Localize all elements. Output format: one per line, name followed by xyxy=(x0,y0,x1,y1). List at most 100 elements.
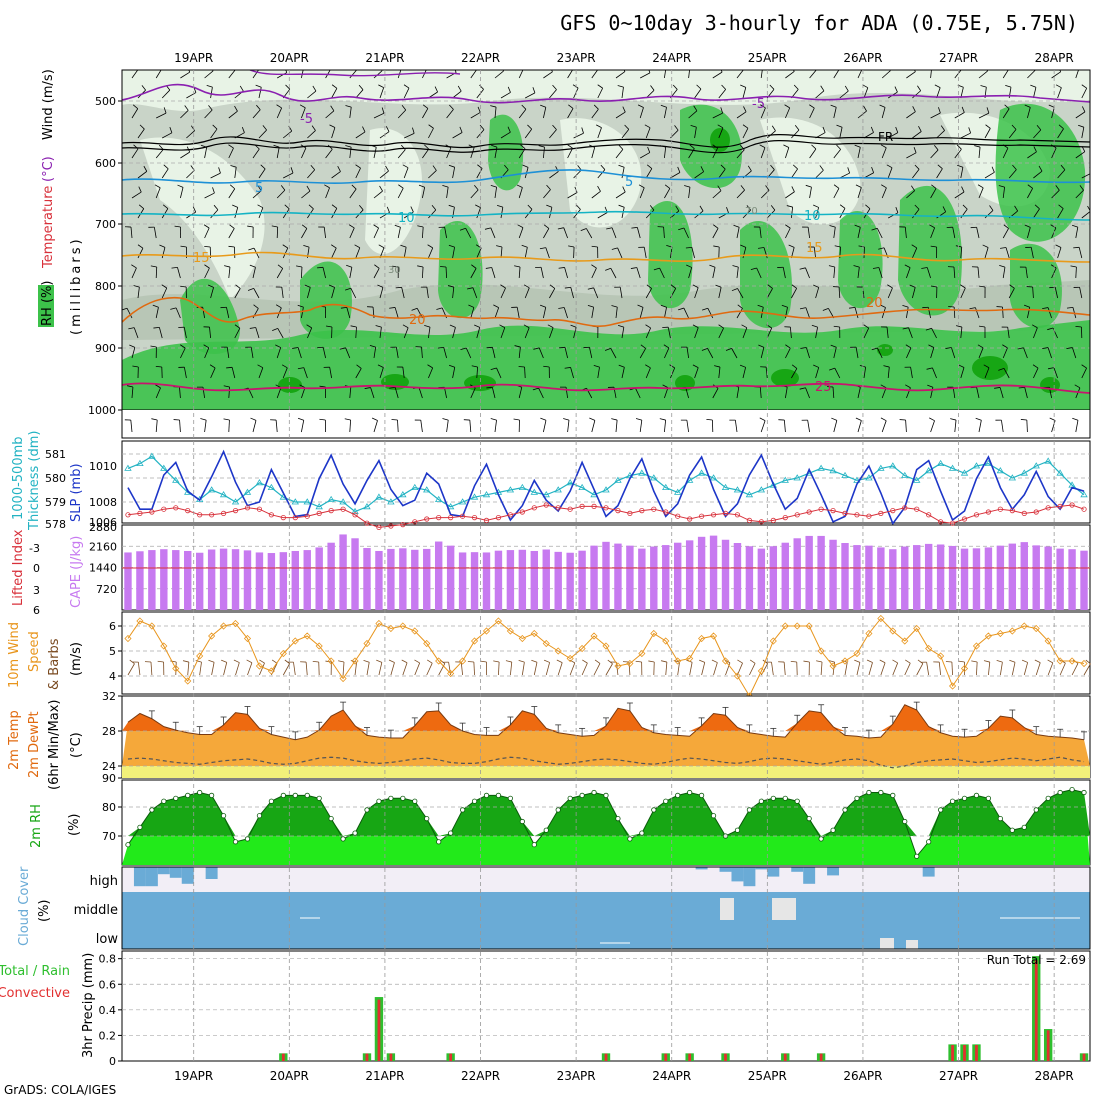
barb-upper xyxy=(355,167,361,179)
slp-ytick-2: 1006 xyxy=(89,516,117,529)
barb-upper xyxy=(718,89,726,99)
cape-ytick-2: 720 xyxy=(96,583,117,596)
ylabel-temp2m-unit: (°C) xyxy=(69,732,84,758)
barb-upper xyxy=(932,367,937,379)
wind10-point xyxy=(972,642,981,650)
barb-upper xyxy=(131,191,142,199)
barb-upper-feather xyxy=(304,284,311,288)
barb-10m xyxy=(150,662,153,676)
thickness-point xyxy=(673,488,682,495)
barb-upper-feather xyxy=(543,224,550,229)
barb-upper-feather xyxy=(1047,367,1054,370)
thick-ytick-3: 578 xyxy=(45,518,66,531)
barb-upper xyxy=(615,111,626,119)
thickness-point xyxy=(1008,474,1017,481)
barb-upper xyxy=(397,227,401,239)
barb-upper-feather xyxy=(299,384,306,388)
li-point xyxy=(244,505,251,511)
barb-upper-feather xyxy=(143,165,148,172)
barb-upper-feather xyxy=(128,327,135,330)
barb-upper-feather xyxy=(637,304,644,308)
barb-upper xyxy=(349,107,352,119)
thickness-point xyxy=(793,474,801,481)
barb-10m xyxy=(689,662,693,676)
li-point xyxy=(591,503,597,509)
barb-upper-feather xyxy=(731,288,738,292)
precip-convective-bar xyxy=(783,1053,787,1061)
barb-upper xyxy=(1075,70,1079,79)
wind10-point xyxy=(1044,637,1052,645)
barb-upper-feather xyxy=(811,324,818,328)
barb-upper xyxy=(1007,327,1010,339)
barb-upper xyxy=(573,132,584,139)
barb-upper xyxy=(664,70,667,79)
cape-bar xyxy=(327,542,335,610)
barb-upper xyxy=(276,268,284,279)
barb-upper xyxy=(857,187,862,199)
barb-upper-feather xyxy=(670,284,676,289)
barb-upper xyxy=(833,347,837,359)
barb-10m-feather xyxy=(338,660,345,663)
barb-upper xyxy=(1008,129,1017,139)
rh2m-point xyxy=(459,807,466,813)
rh2m-point xyxy=(878,789,884,796)
barb-upper-feather xyxy=(611,305,618,308)
li-point xyxy=(890,507,896,514)
ylabel-temperature: Temperature xyxy=(41,186,56,269)
barb-upper-feather xyxy=(880,384,887,389)
barb-upper xyxy=(881,107,886,119)
date-top-25APR: 25APR xyxy=(748,51,787,65)
barb-upper-feather xyxy=(521,104,527,110)
barb-upper xyxy=(524,247,528,259)
barb-10m xyxy=(820,662,823,676)
cape-bar xyxy=(124,552,132,610)
rh-moist-plume-7 xyxy=(740,221,792,329)
barb-upper xyxy=(476,247,482,259)
barb-10m-feather xyxy=(854,659,861,663)
barb-upper xyxy=(857,147,861,159)
cloud-high-bar xyxy=(731,867,744,882)
barb-upper-feather xyxy=(540,104,546,108)
barb-upper-feather xyxy=(606,227,613,230)
barb-upper xyxy=(760,190,770,199)
barb-upper xyxy=(688,267,693,279)
barb-upper-feather xyxy=(319,385,326,388)
rh2m-point xyxy=(543,827,549,833)
barb-upper-feather xyxy=(396,65,401,68)
barb-upper xyxy=(394,307,399,319)
rh2m-point xyxy=(579,792,585,799)
ylabel-thickness-2: Thickness (dm) xyxy=(27,431,42,531)
barb-upper-feather xyxy=(1036,124,1042,131)
barb-upper-feather xyxy=(447,285,454,288)
barb-upper-feather xyxy=(432,165,437,171)
barb-upper-feather xyxy=(431,204,437,211)
barb-upper-feather xyxy=(330,105,335,111)
li-point xyxy=(340,506,346,512)
barb-upper-feather xyxy=(1059,70,1062,72)
barb-upper-feather xyxy=(351,184,357,190)
barb-upper-feather xyxy=(139,124,145,130)
wind10-point xyxy=(506,627,514,635)
barb-upper xyxy=(712,112,723,119)
li-point xyxy=(197,512,203,518)
wind10-ytick-1: 5 xyxy=(109,645,116,658)
date-bottom-20APR: 20APR xyxy=(270,1069,309,1083)
thickness-point xyxy=(267,483,276,490)
barb-upper-feather xyxy=(991,166,995,173)
thickness-point xyxy=(1020,469,1028,476)
barb-upper xyxy=(912,131,922,139)
barb-surface-feather xyxy=(490,418,497,421)
barb-surface xyxy=(905,419,907,433)
wind10-point xyxy=(781,622,789,630)
barb-upper xyxy=(809,107,815,119)
rh-dry-patch-2 xyxy=(140,137,265,300)
barb-upper xyxy=(718,168,726,179)
barb-upper-feather xyxy=(637,104,644,108)
thickness-point xyxy=(1032,462,1040,469)
barb-upper-feather xyxy=(982,244,989,248)
cloud-high-bar xyxy=(791,867,804,872)
barb-upper-feather xyxy=(564,286,571,289)
barb-upper-feather xyxy=(354,244,361,249)
barb-upper-feather xyxy=(212,187,215,194)
barb-upper xyxy=(953,267,956,279)
